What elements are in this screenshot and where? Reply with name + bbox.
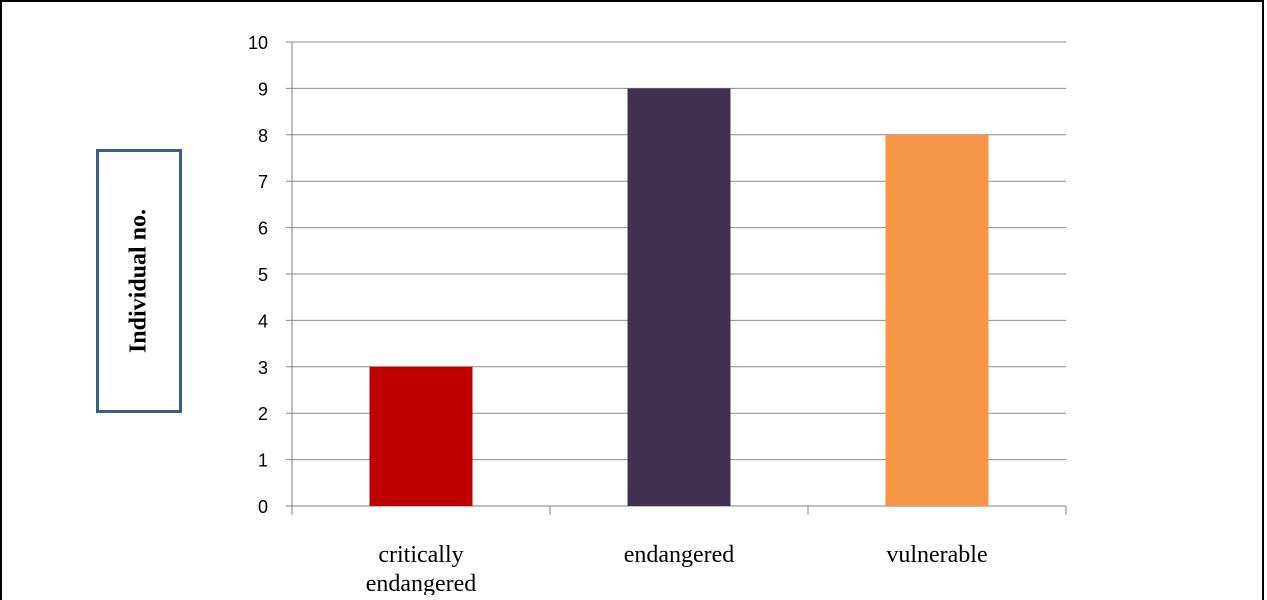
y-tick-label: 8 (258, 126, 268, 146)
y-tick-label: 3 (258, 358, 268, 378)
y-tick-label: 7 (258, 172, 268, 192)
y-tick-label: 4 (258, 311, 268, 331)
bars (369, 88, 989, 507)
y-tick-label: 9 (258, 79, 268, 99)
y-tick-labels: 0 1 2 3 4 5 6 7 8 9 10 (248, 33, 268, 517)
y-tick-label: 2 (258, 404, 268, 424)
x-axis (291, 42, 1067, 515)
bar-endangered (627, 88, 731, 507)
x-tick-label: endangered (624, 542, 735, 568)
y-tick-label: 5 (258, 265, 268, 285)
x-tick-label: vulnerable (886, 542, 987, 568)
x-tick-labels: critically endangered endangered vulnerable (366, 542, 988, 595)
y-axis-label-box: Individual no. (96, 149, 182, 413)
y-tick-label: 6 (258, 219, 268, 239)
bar-vulnerable (885, 134, 989, 507)
y-tick-label: 1 (258, 451, 268, 471)
y-tick-label: 0 (258, 497, 268, 517)
bar-critically-endangered (369, 366, 473, 506)
x-tick-label: critically endangered (366, 542, 477, 595)
y-tick-label: 10 (248, 33, 268, 53)
